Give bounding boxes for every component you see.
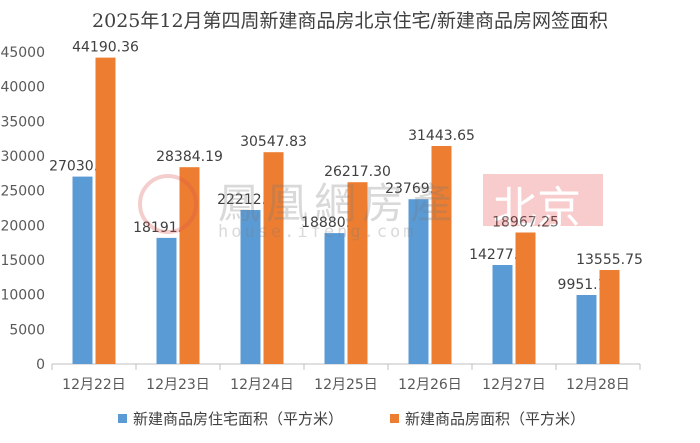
bar-total	[431, 145, 452, 364]
legend-item-total: 新建商品房面积（平方米）	[390, 406, 585, 430]
bar-total	[599, 270, 620, 364]
y-tick-label: 30000	[0, 149, 45, 165]
bar-residential	[408, 199, 429, 364]
bar-residential	[240, 209, 261, 364]
bar-total	[347, 182, 368, 364]
y-tick-label: 0	[36, 357, 45, 373]
data-label-total: 30547.83	[240, 134, 307, 150]
legend-label-residential: 新建商品房住宅面积（平方米）	[133, 409, 344, 428]
bar-total	[179, 167, 200, 364]
data-label-total: 18967.25	[492, 214, 559, 230]
x-tick-label: 12月26日	[398, 377, 462, 393]
bar-residential	[324, 233, 345, 364]
bar-total	[263, 152, 284, 364]
data-label-total: 13555.75	[576, 252, 643, 268]
x-tick-label: 12月25日	[314, 377, 378, 393]
legend-swatch-total	[390, 413, 399, 423]
legend: 新建商品房住宅面积（平方米） 新建商品房面积（平方米）	[0, 406, 700, 430]
x-tick-label: 12月27日	[482, 377, 546, 393]
bar-residential	[576, 295, 597, 364]
x-tick-label: 12月23日	[146, 377, 210, 393]
legend-label-total: 新建商品房面积（平方米）	[405, 409, 586, 428]
bar-residential	[492, 265, 513, 364]
data-label-total: 26217.30	[324, 164, 391, 180]
y-tick-label: 45000	[0, 45, 45, 61]
y-tick-label: 5000	[9, 322, 45, 338]
chart-title: 2025年12月第四周新建商品房北京住宅/新建商品房网签面积	[92, 10, 608, 32]
y-tick-label: 15000	[0, 253, 45, 269]
bar-residential	[72, 176, 93, 364]
x-tick-label: 12月22日	[62, 377, 126, 393]
legend-swatch-residential	[118, 413, 127, 423]
bar-total	[95, 57, 116, 365]
legend-item-residential: 新建商品房住宅面积（平方米）	[118, 406, 343, 430]
bar-total	[515, 232, 536, 364]
data-label-total: 28384.19	[156, 149, 223, 165]
y-tick-label: 25000	[0, 184, 45, 200]
bar-residential	[156, 237, 177, 364]
y-tick-label: 20000	[0, 218, 45, 234]
data-label-total: 31443.65	[408, 128, 475, 144]
y-tick-label: 35000	[0, 114, 45, 130]
data-label-total: 44190.36	[72, 40, 139, 56]
y-tick-label: 40000	[0, 80, 45, 96]
y-tick-label: 10000	[0, 288, 45, 304]
x-tick-label: 12月28日	[566, 377, 630, 393]
x-tick-label: 12月24日	[230, 377, 294, 393]
